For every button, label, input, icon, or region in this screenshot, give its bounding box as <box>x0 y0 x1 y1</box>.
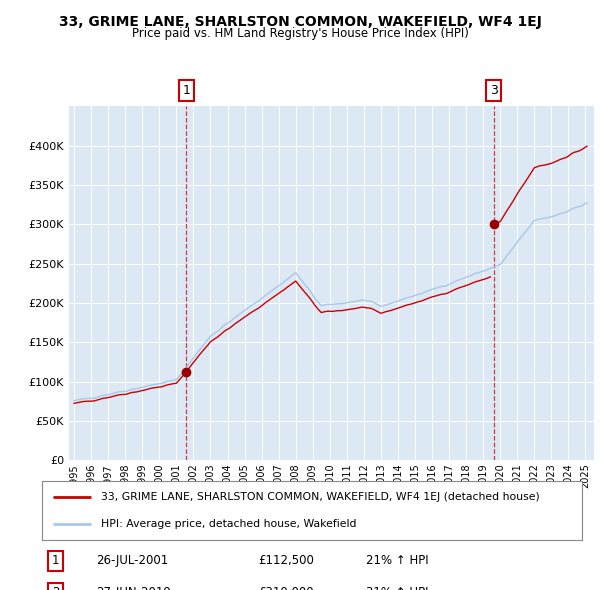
Text: £112,500: £112,500 <box>258 555 314 568</box>
Text: £310,000: £310,000 <box>258 586 314 590</box>
Text: 21% ↑ HPI: 21% ↑ HPI <box>366 555 428 568</box>
Text: 33, GRIME LANE, SHARLSTON COMMON, WAKEFIELD, WF4 1EJ (detached house): 33, GRIME LANE, SHARLSTON COMMON, WAKEFI… <box>101 492 540 502</box>
Text: 2: 2 <box>52 586 59 590</box>
Text: Price paid vs. HM Land Registry's House Price Index (HPI): Price paid vs. HM Land Registry's House … <box>131 27 469 40</box>
Text: 1: 1 <box>52 555 59 568</box>
Text: 26-JUL-2001: 26-JUL-2001 <box>96 555 168 568</box>
Text: 27-JUN-2019: 27-JUN-2019 <box>96 586 171 590</box>
Text: HPI: Average price, detached house, Wakefield: HPI: Average price, detached house, Wake… <box>101 519 357 529</box>
Text: 3: 3 <box>490 84 498 97</box>
Text: 31% ↑ HPI: 31% ↑ HPI <box>366 586 428 590</box>
Text: 1: 1 <box>182 84 190 97</box>
Text: 33, GRIME LANE, SHARLSTON COMMON, WAKEFIELD, WF4 1EJ: 33, GRIME LANE, SHARLSTON COMMON, WAKEFI… <box>59 15 541 29</box>
